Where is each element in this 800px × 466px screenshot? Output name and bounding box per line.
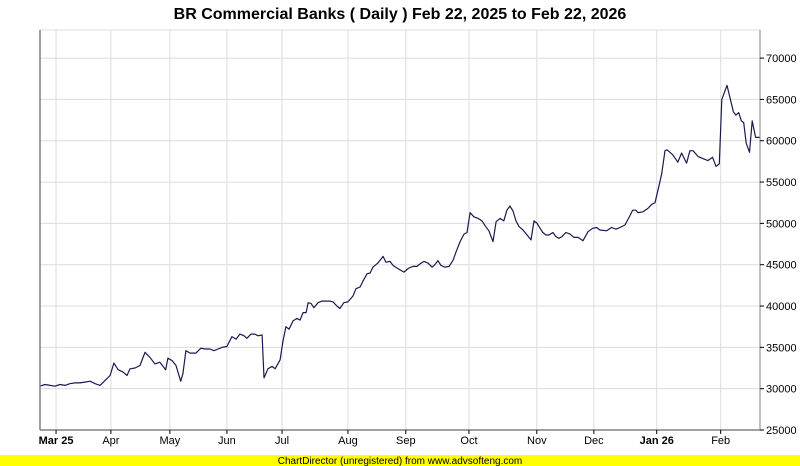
y-tick-label: 50000 [766,218,797,230]
x-tick-label: Nov [527,435,547,447]
y-tick-label: 35000 [766,342,797,354]
y-axis-ticks: 25000 30000 35000 40000 45000 50000 55000 60000… [760,53,797,437]
x-tick-label: Jul [275,435,289,447]
chart-title: BR Commercial Banks ( Daily ) Feb 22, 20… [174,6,627,23]
y-tick-label: 30000 [766,384,797,396]
plot-area [39,29,761,431]
x-tick-label: Jun [218,435,236,447]
y-tick-label: 60000 [766,136,797,148]
gridlines [40,30,760,431]
x-tick-label: Dec [584,435,604,447]
x-tick-label: Jan 26 [640,435,674,447]
x-tick-label: Mar 25 [39,435,74,447]
x-tick-label: Feb [711,435,730,447]
x-tick-label: Aug [338,435,358,447]
y-tick-label: 45000 [766,260,797,272]
y-tick-label: 70000 [766,53,797,65]
y-tick-label: 55000 [766,177,797,189]
x-tick-label: Apr [102,435,119,447]
x-axis-ticks: Mar 25 Apr May Jun Jul Aug Sep Oct Nov Dec Jan 26 F… [39,430,730,447]
y-tick-label: 65000 [766,94,797,106]
x-tick-label: May [159,435,180,447]
x-tick-label: Oct [460,435,477,447]
series-group [39,84,760,387]
y-tick-label: 40000 [766,301,797,313]
y-tick-label: 25000 [766,425,797,437]
footer-text: ChartDirector (unregistered) from www.ad… [278,456,523,466]
series-line [39,84,760,387]
footer-banner [0,455,800,466]
x-tick-label: Sep [396,435,416,447]
